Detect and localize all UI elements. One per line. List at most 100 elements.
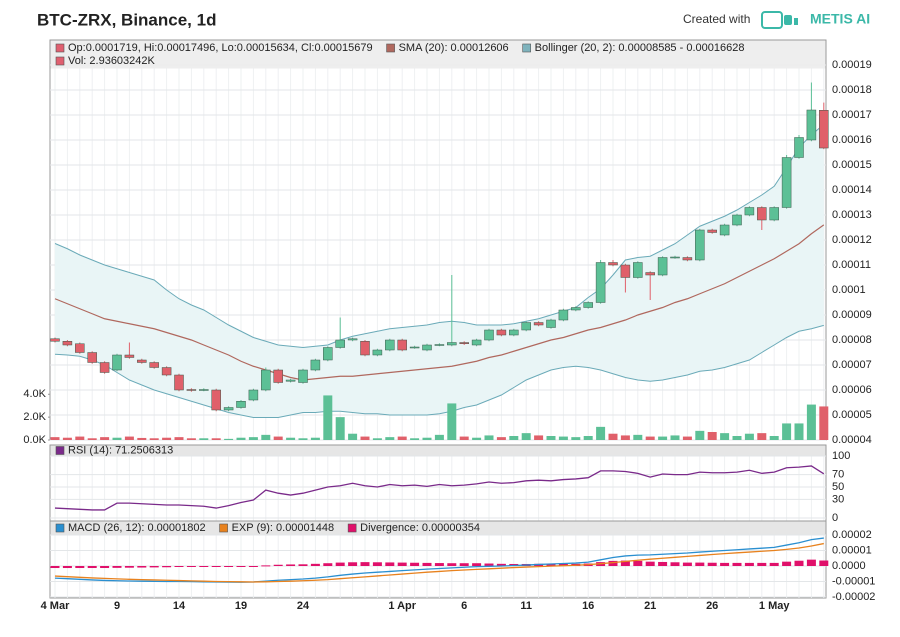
brand: METIS AI	[810, 11, 870, 27]
divergence-bar	[707, 562, 717, 566]
divergence-bar	[658, 561, 668, 566]
volume-bar	[298, 438, 308, 440]
candle-body	[806, 109, 817, 141]
volume-bar	[757, 433, 767, 440]
volume-bar	[224, 438, 234, 440]
volume-bar	[484, 435, 494, 440]
volume-bar	[323, 395, 333, 440]
volume-bar	[571, 437, 581, 440]
divergence-bar	[385, 562, 395, 566]
divergence-bar	[137, 566, 147, 568]
volume-bar	[459, 436, 469, 440]
candle-body	[794, 137, 804, 158]
series-line	[54, 542, 824, 583]
volume-bar	[806, 404, 816, 440]
volume-bar	[186, 438, 196, 440]
divergence-bar	[608, 560, 618, 566]
volume-bar	[310, 437, 320, 440]
divergence-bar	[211, 566, 221, 567]
divergence-bar	[174, 566, 184, 567]
legend-swatch	[55, 446, 65, 455]
candle-body	[186, 389, 197, 391]
candle-body	[360, 341, 370, 356]
divergence-bar	[360, 562, 370, 566]
volume-bar	[348, 433, 358, 440]
volume-bar	[682, 436, 692, 440]
candle-body	[273, 369, 283, 383]
candle-body	[633, 262, 643, 278]
legend-swatch	[347, 523, 357, 533]
volume-bar	[744, 433, 754, 440]
volume-bar	[695, 430, 705, 440]
x-tick-label: 14	[173, 600, 186, 612]
divergence-bar	[472, 563, 482, 566]
volume-bar	[385, 437, 395, 440]
candle-body	[161, 367, 172, 376]
candle-body	[769, 207, 779, 221]
candle-body	[298, 369, 308, 383]
candle-body	[781, 157, 792, 208]
divergence-bar	[546, 563, 556, 566]
y-tick-label: 0.0001	[832, 284, 866, 296]
candle-body	[422, 344, 432, 351]
y-tick-label: 0.00013	[832, 209, 872, 221]
volume-bar	[199, 438, 209, 440]
legend-swatch	[386, 43, 395, 53]
divergence-bar	[323, 563, 333, 566]
candle-body	[546, 319, 556, 328]
divergence-bar	[695, 562, 705, 566]
candle-body	[471, 339, 482, 346]
y-tick-label: 0.00019	[832, 59, 872, 71]
divergence-bar	[199, 566, 209, 567]
volume-bar	[583, 436, 593, 440]
divergence-bar	[633, 560, 643, 566]
volume-bar	[261, 434, 271, 440]
divergence-bar	[558, 563, 568, 566]
divergence-bar	[757, 562, 767, 566]
divergence-bar	[447, 563, 457, 566]
legend-swatch	[219, 523, 228, 533]
candle-body	[99, 362, 110, 373]
divergence-bar	[732, 562, 742, 566]
candle-body	[335, 339, 345, 348]
bollinger-lower	[54, 324, 824, 418]
candle-body	[409, 346, 420, 349]
y-tick-label: 50	[832, 481, 844, 493]
candle-body	[682, 257, 693, 261]
volume-bar	[360, 436, 370, 440]
candle-body	[112, 354, 122, 371]
candle-body	[645, 272, 655, 276]
series-line	[54, 465, 825, 511]
legend-label: Vol: 2.93603242K	[68, 55, 156, 67]
volume-bar	[645, 436, 655, 440]
chart-title: BTC-ZRX, Binance, 1d	[37, 10, 216, 29]
volume-bar	[732, 436, 742, 440]
candle-body	[620, 264, 631, 278]
volume-bar	[112, 437, 122, 440]
candle-body	[236, 401, 246, 408]
divergence-bar	[422, 562, 432, 566]
volume-bar	[211, 438, 221, 440]
divergence-bar	[459, 563, 469, 566]
divergence-bar	[819, 560, 829, 566]
volume-bar	[149, 438, 159, 440]
candle-body	[670, 256, 680, 259]
volume-bar	[447, 403, 457, 440]
candle-body	[211, 389, 221, 411]
x-tick-label: 16	[582, 600, 594, 612]
volume-tick-label: 0.0K	[23, 434, 46, 446]
volume-bar	[273, 436, 283, 440]
x-tick-label: 19	[235, 600, 247, 612]
divergence-bar	[335, 562, 345, 566]
volume-bar	[422, 437, 432, 440]
divergence-bar	[348, 562, 358, 566]
divergence-bar	[286, 564, 296, 566]
volume-bar	[509, 436, 519, 440]
divergence-bar	[720, 562, 730, 566]
volume-bar	[658, 436, 668, 440]
y-tick-label: 0.00008	[832, 334, 872, 346]
divergence-bar	[100, 566, 110, 569]
volume-bar	[534, 435, 544, 440]
divergence-bar	[769, 562, 779, 566]
